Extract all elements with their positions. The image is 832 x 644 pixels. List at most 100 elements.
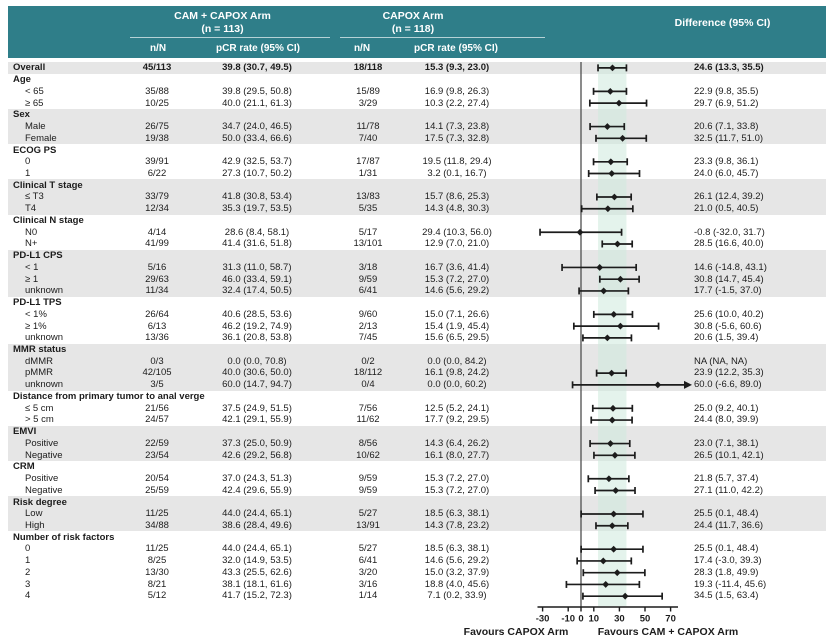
arm2-nn-cell: 13/91 (356, 520, 380, 531)
arm2-pcr-cell: 15.3 (9.3, 23.0) (424, 62, 490, 74)
arm2-nn-cell: 3/16 (358, 578, 378, 590)
row-label: dMMR (25, 355, 53, 367)
arm1-underline (130, 37, 330, 38)
table-row: ≥ 1% 6/13 46.2 (19.2, 74.9) 2/13 15.4 (1.9, … (8, 320, 826, 332)
arm1-title: CAM + CAPOX Arm (174, 10, 271, 22)
row-label: PD-L1 TPS (13, 297, 62, 309)
difference-cell: 60.0 (-6.6, 89.0) (694, 379, 762, 391)
row-label: High (25, 520, 45, 531)
arm2-nn-cell: 5/27 (358, 543, 378, 555)
table-row: < 65 35/88 39.8 (29.5, 50.8) 15/89 16.9 (9.8… (8, 85, 826, 97)
arm2-pcr-cell: 15.6 (6.5, 29.5) (424, 332, 490, 344)
arm1-pcr-cell: 38.1 (18.1, 61.6) (222, 578, 292, 590)
subgroup-header-row: PD-L1 TPS (8, 297, 826, 309)
arm1-nn-cell: 6/22 (147, 167, 167, 179)
row-label: > 5 cm (25, 414, 54, 426)
arm2-pcr-column-header: pCR rate (95% CI) (414, 43, 498, 54)
arm2-nn-cell: 18/118 (353, 62, 383, 74)
arm1-nn-cell: 26/64 (145, 308, 169, 320)
subgroup-header-row: MMR status (8, 343, 826, 356)
difference-cell: 26.5 (10.1, 42.1) (694, 449, 764, 461)
arm2-nn-cell: 6/41 (358, 555, 378, 567)
arm2-pcr-cell: 14.6 (5.6, 29.2) (424, 285, 490, 297)
arm2-nn-cell: 1/14 (358, 590, 378, 602)
table-row: 1 6/22 27.3 (10.7, 50.2) 1/31 3.2 (0.1, 16.7… (8, 168, 826, 180)
row-label: Sex (13, 109, 30, 121)
arm2-nn-cell: 7/45 (358, 332, 378, 344)
arm2-pcr-cell: 18.5 (6.3, 38.1) (424, 543, 490, 555)
arm1-pcr-cell: 42.4 (29.6, 55.9) (222, 484, 292, 496)
subgroup-header-row: CRM (8, 461, 826, 473)
row-label: Female (25, 132, 57, 144)
row-label: pMMR (25, 367, 53, 379)
difference-cell: 25.6 (10.0, 40.2) (694, 308, 764, 320)
subgroup-header-row: Sex (8, 108, 826, 121)
row-label: CRM (13, 461, 35, 473)
arm1-pcr-cell: 37.0 (24.3, 51.3) (222, 473, 292, 485)
difference-cell: 25.5 (0.1, 48.4) (694, 543, 759, 555)
difference-cell: 23.0 (7.1, 38.1) (694, 437, 759, 449)
arm2-underline (340, 37, 545, 38)
arm1-pcr-cell: 0.0 (0.0, 70.8) (227, 355, 287, 367)
arm2-pcr-cell: 15.3 (7.2, 27.0) (424, 484, 490, 496)
difference-cell: 20.6 (1.5, 39.4) (694, 332, 759, 344)
arm1-nn-cell: 10/25 (145, 97, 169, 109)
arm2-pcr-cell: 15.0 (7.1, 26.6) (424, 308, 490, 320)
row-label: Risk degree (13, 496, 67, 508)
table-row: Positive 22/59 37.3 (25.0, 50.9) 8/56 14.3 (… (8, 437, 826, 450)
arm2-nn-column-header: n/N (353, 43, 371, 54)
table-header-background (8, 6, 826, 58)
arm2-pcr-cell: 16.9 (9.8, 26.3) (424, 85, 490, 97)
row-label: Male (25, 121, 46, 133)
arm2-pcr-cell: 29.4 (10.3, 56.0) (422, 226, 492, 238)
arm2-pcr-cell: 15.0 (3.2, 37.9) (424, 566, 490, 578)
table-row: 0 11/25 44.0 (24.4, 65.1) 5/27 18.5 (6.3, 38… (8, 543, 826, 555)
row-label: 0 (25, 156, 31, 168)
arm2-pcr-cell: 15.3 (7.2, 27.0) (424, 273, 490, 285)
arm1-pcr-cell: 39.8 (30.7, 49.5) (222, 62, 292, 74)
row-label: Negative (25, 449, 63, 461)
favours-right-label: Favours CAM + CAPOX Arm (597, 626, 739, 638)
arm2-pcr-cell: 12.9 (7.0, 21.0) (424, 238, 490, 250)
arm1-nn-cell: 11/25 (145, 508, 169, 520)
arm1-pcr-cell: 40.6 (28.5, 53.6) (222, 308, 292, 320)
arm1-pcr-cell: 37.5 (24.9, 51.5) (222, 402, 292, 414)
arm1-pcr-cell: 44.0 (24.4, 65.1) (222, 543, 292, 555)
difference-cell: 23.3 (9.8, 36.1) (694, 156, 759, 168)
arm1-pcr-cell: 50.0 (33.4, 66.6) (222, 132, 292, 144)
arm1-nn-column-header: n/N (149, 43, 167, 54)
arm2-title: CAPOX Arm (382, 10, 444, 22)
arm1-pcr-cell: 32.4 (17.4, 50.5) (222, 285, 292, 297)
arm2-nn-cell: 15/89 (356, 85, 380, 97)
difference-column-header: Difference (95% CI) (674, 17, 771, 29)
difference-cell: 23.9 (12.2, 35.3) (694, 367, 764, 379)
arm2-nn-cell: 3/29 (358, 97, 378, 109)
arm2-pcr-cell: 16.7 (3.6, 41.4) (424, 261, 490, 273)
arm2-nn-cell: 13/83 (356, 191, 380, 203)
arm2-nn-cell: 2/13 (358, 320, 378, 332)
row-label: MMR status (13, 343, 67, 355)
table-row: Female 19/38 50.0 (33.4, 66.6) 7/40 17.5 (7.… (8, 132, 826, 145)
arm2-pcr-cell: 14.6 (5.6, 29.2) (424, 555, 490, 567)
row-label: 3 (25, 578, 31, 590)
arm1-pcr-cell: 28.6 (8.4, 58.1) (224, 226, 290, 238)
arm2-pcr-cell: 15.7 (8.6, 25.3) (424, 191, 490, 203)
arm2-header: CAPOX Arm (n = 118) (315, 10, 511, 35)
arm2-nn-cell: 8/56 (358, 437, 378, 449)
arm1-pcr-cell: 60.0 (14.7, 94.7) (222, 379, 292, 391)
arm2-pcr-cell: 0.0 (0.0, 84.2) (427, 355, 487, 367)
row-label: ECOG PS (13, 144, 57, 156)
arm1-nn-cell: 26/75 (145, 121, 169, 133)
row-label: unknown (25, 332, 64, 344)
arm1-pcr-cell: 40.0 (21.1, 61.3) (222, 97, 292, 109)
row-label: ≥ 1% (25, 320, 47, 332)
difference-cell: 28.3 (1.8, 49.9) (694, 566, 759, 578)
arm1-pcr-cell: 35.3 (19.7, 53.5) (222, 203, 292, 215)
arm2-nn-cell: 3/20 (358, 566, 378, 578)
arm2-nn-cell: 9/59 (358, 473, 378, 485)
arm2-pcr-cell: 15.3 (7.2, 27.0) (424, 473, 490, 485)
table-row: 4 5/12 41.7 (15.2, 72.3) 1/14 7.1 (0.2, 33.9… (8, 590, 826, 602)
table-row: T4 12/34 35.3 (19.7, 53.5) 5/35 14.3 (4.8, 3… (8, 202, 826, 215)
arm2-pcr-cell: 14.3 (6.4, 26.2) (424, 437, 490, 449)
arm1-nn-cell: 8/25 (147, 555, 167, 567)
